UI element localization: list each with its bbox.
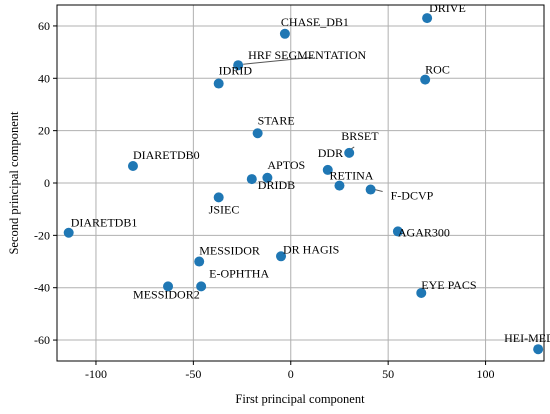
- point-retina: [334, 180, 345, 191]
- label-roc: ROC: [425, 63, 450, 77]
- label-jsiec: JSIEC: [209, 202, 240, 216]
- y-tick-label: -40: [34, 281, 50, 295]
- label-idrid: IDRID: [219, 64, 253, 78]
- point-jsiec: [213, 192, 224, 203]
- label-diaretdb1: DIARETDB1: [71, 216, 138, 230]
- point-chase-db1: [279, 28, 290, 39]
- label-dridb: DRIDB: [258, 178, 295, 192]
- point-roc: [420, 74, 431, 85]
- y-axis-ticks: 60 40 20 0 -20 -40 -60: [34, 19, 57, 347]
- point-f-dcvp: [365, 184, 376, 195]
- label-eye-pacs: EYE PACS: [421, 278, 476, 292]
- label-messidor: MESSIDOR: [199, 244, 260, 258]
- point-messidor2: [163, 281, 174, 292]
- label-messidor2: MESSIDOR2: [133, 287, 200, 301]
- label-agar300: AGAR300: [398, 225, 450, 239]
- leader-f-dcvp: [374, 189, 383, 193]
- y-tick-label: 0: [44, 176, 50, 190]
- x-axis-title: First principal component: [235, 392, 365, 406]
- point-labels: DRIVE CHASE_DB1 HRF SEGMENTATION IDRID ROC ST…: [71, 1, 550, 345]
- grid-lines: [57, 5, 544, 361]
- point-hei-med: [533, 344, 544, 355]
- point-eye-pacs: [416, 287, 427, 298]
- point-diaretdb1: [63, 227, 74, 238]
- x-tick-label: 100: [477, 367, 495, 381]
- label-f-dcvp: F-DCVP: [391, 189, 434, 203]
- data-points: [63, 13, 544, 355]
- x-tick-label: -100: [85, 367, 107, 381]
- label-aptos: APTOS: [267, 158, 305, 172]
- label-hei-med: HEI-MED: [504, 331, 550, 345]
- label-stare: STARE: [258, 113, 295, 127]
- label-diaretdb0: DIARETDB0: [133, 148, 200, 162]
- y-tick-label: 20: [38, 124, 50, 138]
- point-agar300: [392, 226, 403, 237]
- x-tick-label: 0: [288, 367, 294, 381]
- label-drive: DRIVE: [429, 1, 466, 15]
- point-aptos: [262, 172, 273, 183]
- y-tick-label: -20: [34, 228, 50, 242]
- point-stare: [252, 128, 263, 139]
- leader-hrf-segmentation: [243, 56, 314, 65]
- point-drive: [422, 13, 433, 24]
- x-tick-label: 50: [382, 367, 394, 381]
- y-tick-label: -60: [34, 333, 50, 347]
- plot-frame: [56, 4, 545, 362]
- y-axis-title: Second principal component: [7, 111, 21, 255]
- point-ddr: [322, 164, 333, 175]
- point-dridb: [246, 174, 257, 185]
- point-diaretdb0: [127, 160, 138, 171]
- label-chase-db1: CHASE_DB1: [281, 15, 349, 29]
- x-axis-ticks: -100 -50 0 50 100: [85, 361, 495, 381]
- point-brset: [344, 147, 355, 158]
- point-hrf-segmentation: [233, 60, 244, 71]
- point-e-ophtha: [196, 281, 207, 292]
- point-messidor: [194, 256, 205, 267]
- point-idrid: [213, 78, 224, 89]
- y-tick-label: 40: [38, 71, 50, 85]
- y-tick-label: 60: [38, 19, 50, 33]
- label-brset: BRSET: [341, 129, 379, 143]
- point-dr-hagis: [276, 251, 287, 262]
- x-tick-label: -50: [185, 367, 201, 381]
- label-hrf-segmentation: HRF SEGMENTATION: [248, 48, 366, 62]
- label-e-ophtha: E-OPHTHA: [209, 266, 269, 280]
- label-retina: RETINA: [329, 169, 373, 183]
- label-dr-hagis: DR HAGIS: [283, 242, 339, 256]
- label-ddr: DDR: [318, 146, 343, 160]
